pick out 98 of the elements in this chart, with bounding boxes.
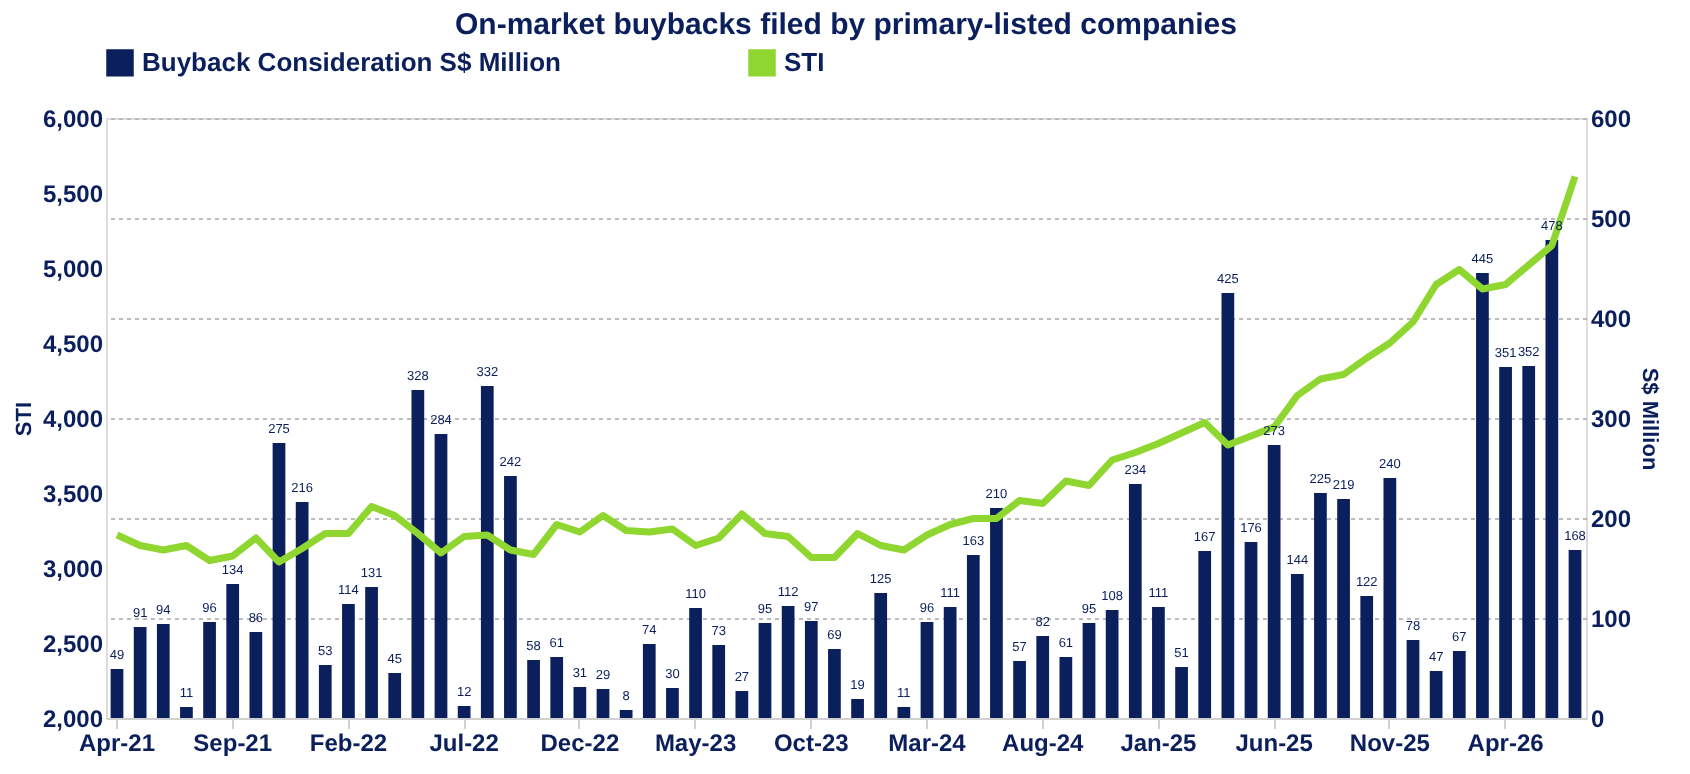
bar <box>573 687 587 718</box>
bar <box>943 607 957 718</box>
bar <box>1059 657 1073 718</box>
bar <box>1360 596 1374 718</box>
bar <box>1337 499 1350 718</box>
y-tick-label: 2,000 <box>42 705 104 733</box>
bar <box>180 707 193 718</box>
y-tick-label: 5,000 <box>42 255 104 283</box>
bar <box>156 624 170 718</box>
y2-tick-label: 200 <box>1591 505 1632 533</box>
x-tick-label: Jul-22 <box>429 729 500 757</box>
bar <box>781 606 795 718</box>
bar <box>527 660 540 718</box>
bar <box>1545 240 1559 718</box>
bar <box>966 555 980 718</box>
bar <box>133 627 147 718</box>
bar <box>1568 550 1582 718</box>
bar <box>712 645 726 718</box>
bar <box>619 710 633 718</box>
bar <box>990 508 1003 718</box>
y-tick-label: 3,500 <box>42 480 104 508</box>
bar <box>342 604 355 718</box>
bar <box>1429 671 1443 718</box>
bar <box>666 688 679 718</box>
bar <box>804 621 818 718</box>
bar <box>1105 610 1119 718</box>
bar <box>642 644 656 718</box>
bar <box>457 706 471 718</box>
bar <box>1198 551 1212 718</box>
bar <box>504 476 517 718</box>
bar <box>226 584 240 718</box>
x-tick-label: Jun-25 <box>1235 729 1314 757</box>
y-tick-label: 5,500 <box>42 180 104 208</box>
bar <box>1175 667 1188 718</box>
bar <box>1221 293 1235 718</box>
bar <box>249 632 263 718</box>
x-tick-label: Jan-25 <box>1120 729 1198 757</box>
y-tick-label: 6,000 <box>42 105 104 133</box>
bar <box>272 443 286 718</box>
bar <box>388 673 402 718</box>
bar <box>689 608 702 718</box>
x-tick-label: Dec-22 <box>540 729 620 757</box>
chart-title: On-market buybacks filed by primary-listed companies <box>455 8 1237 42</box>
bar <box>851 699 864 718</box>
x-tick-label: Mar-24 <box>888 729 967 757</box>
y-tick-label: 2,500 <box>42 630 104 658</box>
y-axis-title: STI <box>12 401 37 437</box>
legend-label: STI <box>784 46 825 77</box>
bar <box>1499 367 1512 718</box>
bar <box>735 691 749 718</box>
bar <box>295 502 309 718</box>
bar <box>480 386 494 718</box>
y2-tick-label: 400 <box>1591 305 1632 333</box>
x-tick-label: Nov-25 <box>1349 729 1431 757</box>
y2-tick-label: 100 <box>1591 605 1632 633</box>
x-tick-label: May-23 <box>654 729 737 757</box>
x-tick-label: Apr-21 <box>78 729 156 757</box>
bar <box>1152 607 1165 718</box>
bar <box>1244 542 1258 718</box>
y2-tick-label: 500 <box>1591 205 1632 233</box>
x-tick-label: Feb-22 <box>309 729 388 757</box>
bar <box>411 390 425 718</box>
bar <box>1082 623 1096 718</box>
x-tick-label: Aug-24 <box>1002 729 1085 757</box>
x-tick-label: Apr-26 <box>1467 729 1545 757</box>
bar <box>758 623 772 718</box>
x-tick-label: Oct-23 <box>773 729 850 757</box>
bar <box>1013 661 1026 718</box>
bar <box>550 657 564 718</box>
bar <box>434 434 448 718</box>
bar <box>110 669 124 718</box>
bar <box>874 593 888 718</box>
bar <box>1383 478 1397 718</box>
bar <box>1314 493 1327 718</box>
bar <box>318 665 332 718</box>
y2-tick-label: 600 <box>1591 105 1632 133</box>
legend-label: Buyback Consideration S$ Million <box>142 46 562 77</box>
y-tick-label: 4,500 <box>42 330 104 358</box>
bar <box>203 622 216 718</box>
bar <box>1406 640 1420 718</box>
bar <box>1036 636 1050 718</box>
y2-axis-title: S$ Million <box>1637 367 1662 471</box>
bar <box>596 689 610 718</box>
bar <box>365 587 378 718</box>
bar <box>828 649 841 718</box>
bar <box>920 622 934 718</box>
y2-tick-label: 300 <box>1591 405 1632 433</box>
bar <box>1522 366 1536 718</box>
bar <box>1452 651 1466 718</box>
bar <box>1267 445 1281 718</box>
y-tick-label: 4,000 <box>42 405 104 433</box>
y2-tick-label: 0 <box>1591 705 1605 733</box>
bar <box>1128 484 1142 718</box>
y-tick-label: 3,000 <box>42 555 104 583</box>
bar <box>897 707 911 718</box>
bar <box>1476 273 1489 718</box>
x-tick-label: Sep-21 <box>193 729 273 757</box>
bar <box>1290 574 1304 718</box>
